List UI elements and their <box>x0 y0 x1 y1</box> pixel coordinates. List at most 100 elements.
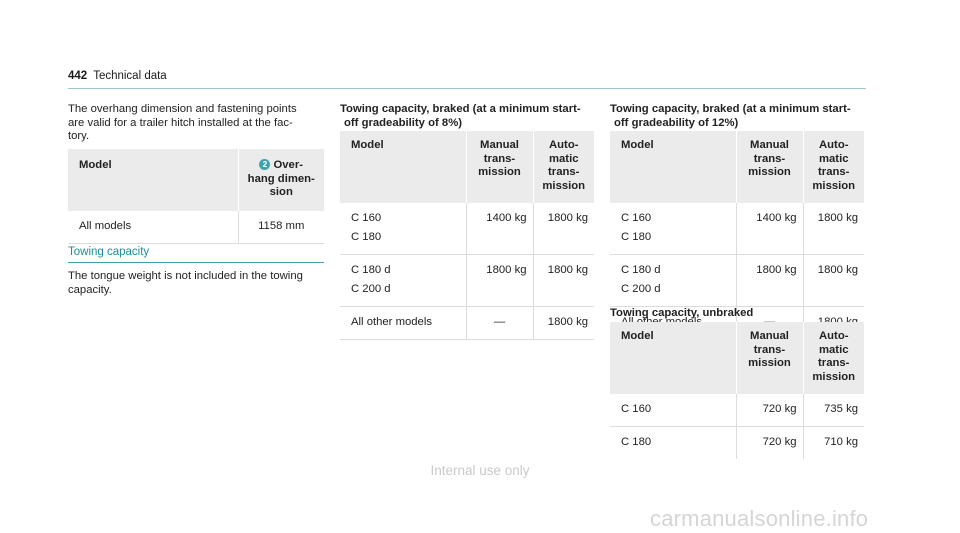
model-name: C 180 d <box>351 264 391 277</box>
header-line: Manual <box>480 139 519 151</box>
unbraked-title: Towing capacity, unbraked <box>610 307 754 319</box>
model-name: C 200 d <box>351 283 391 296</box>
text-line: The overhang dimension and fastening poi… <box>68 103 297 115</box>
auto-value: 1800 kg <box>802 254 864 308</box>
table-row: C 160 720 kg 735 kg <box>610 394 864 428</box>
col-auto-header: Auto- matic trans- mission <box>802 131 864 204</box>
col-auto-header: Auto- matic trans- mission <box>802 322 864 395</box>
page-number: 442 <box>68 70 88 82</box>
auto-value: 1800 kg <box>802 203 864 256</box>
table-header-row: Model Manual trans- mission Auto- matic … <box>610 322 864 395</box>
header-line: mission <box>748 166 791 179</box>
table-row: All models 1158 mm <box>68 211 324 244</box>
text-line: capacity. <box>68 283 112 296</box>
model-name: C 200 d <box>621 283 661 296</box>
model-name: C 180 <box>351 231 382 244</box>
model-cell: C 160 C 180 <box>340 203 466 256</box>
manual-value: — <box>465 306 533 341</box>
title-line: off gradeability of 8%) <box>344 116 462 129</box>
header-line: Over- <box>273 159 303 171</box>
braked-12-table: Model Manual trans- mission Auto- matic … <box>610 131 864 341</box>
header-line: trans- <box>753 152 786 165</box>
braked-8-title: Towing capacity, braked (at a minimum st… <box>340 103 600 130</box>
title-line: off gradeability of 12%) <box>614 116 739 129</box>
model-name: C 180 <box>621 231 652 244</box>
header-line: trans- <box>818 357 850 370</box>
table-header-row: Model Manual trans- mission Auto- matic … <box>610 131 864 204</box>
header-line: mission <box>478 166 521 179</box>
auto-value: 735 kg <box>802 394 864 428</box>
table-row: C 160 C 180 1400 kg 1800 kg <box>610 203 864 256</box>
auto-value: 710 kg <box>802 426 864 460</box>
auto-value: 1800 kg <box>532 306 594 341</box>
header-line: Manual <box>750 330 789 342</box>
model-name: C 160 <box>351 212 382 225</box>
table-header-row: Model 2 Over- hang dimen- sion <box>68 149 324 211</box>
col-manual-header: Manual trans- mission <box>735 322 803 395</box>
header-line: mission <box>542 179 586 192</box>
section-title: Technical data <box>93 70 167 82</box>
model-cell: C 180 d C 200 d <box>610 254 736 308</box>
watermark: Internal use only <box>430 463 530 478</box>
auto-value: 1800 kg <box>532 203 594 256</box>
overhang-table: Model 2 Over- hang dimen- sion All models… <box>68 149 324 244</box>
braked-12-title: Towing capacity, braked (at a minimum st… <box>610 103 870 130</box>
badge-2-icon: 2 <box>259 159 271 170</box>
header-line: sion <box>269 186 293 199</box>
table-row: All other models — 1800 kg <box>340 306 594 341</box>
title-line: Towing capacity, braked (at a minimum st… <box>340 103 581 115</box>
table-header-row: Model Manual trans- mission Auto- matic … <box>340 131 594 204</box>
model-cell: C 180 <box>621 436 652 449</box>
header-line: trans- <box>483 152 516 165</box>
header-line: hang dimen- <box>247 172 315 185</box>
header-line: mission <box>812 370 856 383</box>
section-divider <box>68 262 324 263</box>
col-manual-header: Manual trans- mission <box>465 131 533 204</box>
table-row: C 180 d C 200 d 1800 kg 1800 kg <box>340 254 594 308</box>
header-line: trans- <box>818 166 850 179</box>
towing-capacity-title: Towing capacity <box>68 246 150 258</box>
header-line: Auto- <box>549 139 579 151</box>
table-row: C 160 C 180 1400 kg 1800 kg <box>340 203 594 256</box>
manual-value: 1400 kg <box>735 203 803 256</box>
title-line: Towing capacity, braked (at a minimum st… <box>610 103 851 115</box>
model-cell: C 160 <box>610 394 736 428</box>
manual-value: 1400 kg <box>465 203 533 256</box>
header-divider <box>68 88 866 89</box>
header-line: trans- <box>548 166 580 179</box>
header-line: mission <box>812 179 856 192</box>
overhang-intro: The overhang dimension and fastening poi… <box>68 103 318 144</box>
model-name: C 160 <box>621 212 652 225</box>
col-model-header: Model <box>68 149 238 211</box>
towing-capacity-text: The tongue weight is not included in the… <box>68 270 328 297</box>
footer-site: carmanualsonline.info <box>650 506 869 531</box>
text-line: The tongue weight is not included in the… <box>68 270 303 282</box>
unbraked-table: Model Manual trans- mission Auto- matic … <box>610 322 864 460</box>
manual-value: 1800 kg <box>465 254 533 308</box>
col-overhang-header: 2 Over- hang dimen- sion <box>237 149 324 211</box>
text-line: tory. <box>68 130 90 143</box>
col-auto-header: Auto- matic trans- mission <box>532 131 594 204</box>
header-line: trans- <box>753 343 786 356</box>
model-cell: All other models <box>340 306 466 341</box>
col-model-header: Model <box>340 131 466 204</box>
manual-value: 720 kg <box>735 394 803 428</box>
page-header: 442 Technical data <box>68 70 167 82</box>
braked-8-table: Model Manual trans- mission Auto- matic … <box>340 131 594 341</box>
header-line: Manual <box>750 139 789 151</box>
text-line: are valid for a trailer hitch installed … <box>68 116 293 129</box>
overhang-value: 1158 mm <box>237 211 324 244</box>
header-line: matic <box>548 152 579 165</box>
model-name: C 180 d <box>621 264 661 277</box>
model-cell: C 180 d C 200 d <box>340 254 466 308</box>
header-line: Auto- <box>819 139 849 151</box>
auto-value: 1800 kg <box>532 254 594 308</box>
model-cell: All models <box>68 211 238 244</box>
col-model-header: Model <box>610 322 736 395</box>
manual-value: 1800 kg <box>735 254 803 308</box>
manual-value: 720 kg <box>735 426 803 460</box>
header-line: Auto- <box>819 330 849 342</box>
header-line: mission <box>748 357 791 370</box>
table-row: C 180 720 kg 710 kg <box>610 426 864 460</box>
col-model-header: Model <box>610 131 736 204</box>
